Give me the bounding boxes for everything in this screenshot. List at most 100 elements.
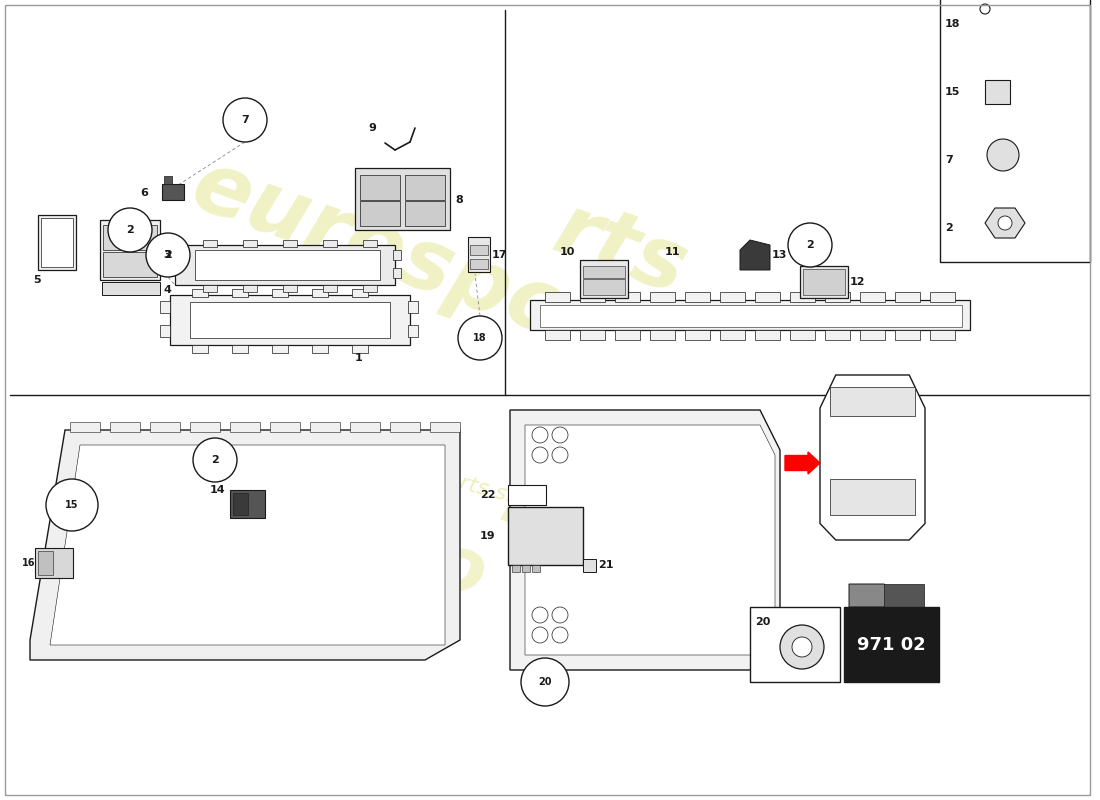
FancyBboxPatch shape (803, 269, 845, 295)
Text: 12: 12 (850, 277, 866, 287)
Circle shape (998, 216, 1012, 230)
FancyBboxPatch shape (844, 607, 939, 682)
FancyBboxPatch shape (790, 330, 815, 340)
FancyBboxPatch shape (720, 330, 745, 340)
FancyBboxPatch shape (310, 422, 340, 432)
Circle shape (108, 208, 152, 252)
FancyBboxPatch shape (272, 289, 288, 297)
FancyBboxPatch shape (544, 330, 570, 340)
FancyBboxPatch shape (230, 490, 265, 518)
Text: 20: 20 (755, 617, 770, 627)
FancyBboxPatch shape (350, 422, 380, 432)
FancyBboxPatch shape (825, 292, 850, 302)
FancyBboxPatch shape (35, 548, 73, 578)
FancyBboxPatch shape (272, 345, 288, 353)
FancyBboxPatch shape (233, 493, 248, 515)
FancyBboxPatch shape (190, 422, 220, 432)
Text: 10: 10 (560, 247, 575, 257)
FancyBboxPatch shape (243, 240, 257, 247)
FancyBboxPatch shape (720, 292, 745, 302)
FancyBboxPatch shape (160, 325, 170, 337)
FancyBboxPatch shape (352, 289, 368, 297)
FancyBboxPatch shape (685, 292, 710, 302)
FancyBboxPatch shape (544, 292, 570, 302)
FancyBboxPatch shape (103, 252, 157, 277)
FancyBboxPatch shape (895, 330, 920, 340)
Text: eurospo: eurospo (143, 426, 496, 614)
FancyBboxPatch shape (790, 292, 815, 302)
FancyBboxPatch shape (390, 422, 420, 432)
FancyBboxPatch shape (408, 325, 418, 337)
Text: 17: 17 (492, 250, 507, 260)
FancyBboxPatch shape (580, 260, 628, 298)
Text: 21: 21 (598, 560, 614, 570)
Polygon shape (740, 240, 770, 270)
Text: 7: 7 (945, 155, 953, 165)
FancyBboxPatch shape (508, 485, 546, 505)
FancyBboxPatch shape (895, 292, 920, 302)
Circle shape (223, 98, 267, 142)
FancyBboxPatch shape (800, 266, 848, 298)
FancyBboxPatch shape (232, 345, 248, 353)
Polygon shape (525, 425, 775, 655)
FancyBboxPatch shape (283, 240, 297, 247)
FancyBboxPatch shape (512, 565, 520, 572)
FancyBboxPatch shape (39, 551, 53, 575)
Circle shape (192, 438, 236, 482)
FancyBboxPatch shape (393, 268, 402, 278)
FancyBboxPatch shape (860, 330, 886, 340)
Text: 13: 13 (772, 250, 788, 260)
Circle shape (792, 637, 812, 657)
Text: rts: rts (542, 188, 697, 312)
Text: 3: 3 (163, 250, 170, 260)
FancyBboxPatch shape (360, 175, 400, 200)
FancyBboxPatch shape (408, 301, 418, 313)
Polygon shape (50, 445, 446, 645)
FancyBboxPatch shape (940, 0, 1090, 262)
Circle shape (780, 625, 824, 669)
FancyBboxPatch shape (583, 559, 596, 572)
Polygon shape (175, 245, 395, 285)
FancyBboxPatch shape (164, 176, 172, 184)
FancyBboxPatch shape (39, 215, 76, 270)
Text: 5: 5 (33, 275, 41, 285)
Text: 2: 2 (126, 225, 134, 235)
Polygon shape (170, 295, 410, 345)
FancyBboxPatch shape (312, 345, 328, 353)
FancyBboxPatch shape (830, 478, 915, 515)
Polygon shape (849, 584, 899, 607)
FancyBboxPatch shape (102, 282, 160, 295)
FancyBboxPatch shape (312, 289, 328, 297)
FancyBboxPatch shape (243, 285, 257, 292)
Polygon shape (510, 410, 780, 670)
Text: 14: 14 (210, 485, 225, 495)
Text: 18: 18 (473, 333, 487, 343)
Text: 2: 2 (211, 455, 219, 465)
Text: 2: 2 (164, 250, 172, 260)
Text: 16: 16 (22, 558, 35, 568)
FancyBboxPatch shape (984, 80, 1010, 104)
Text: eurospo: eurospo (182, 144, 579, 356)
FancyBboxPatch shape (192, 345, 208, 353)
FancyBboxPatch shape (195, 250, 380, 280)
FancyBboxPatch shape (192, 289, 208, 297)
FancyBboxPatch shape (405, 175, 446, 200)
Text: 20: 20 (538, 677, 552, 687)
Polygon shape (820, 375, 925, 540)
FancyBboxPatch shape (532, 565, 540, 572)
Circle shape (146, 233, 190, 277)
Text: 19: 19 (480, 531, 496, 541)
FancyBboxPatch shape (860, 292, 886, 302)
FancyBboxPatch shape (522, 565, 530, 572)
FancyBboxPatch shape (352, 345, 368, 353)
Text: 1: 1 (355, 353, 363, 363)
FancyBboxPatch shape (162, 184, 184, 200)
FancyBboxPatch shape (323, 240, 337, 247)
FancyBboxPatch shape (363, 240, 377, 247)
FancyBboxPatch shape (615, 292, 640, 302)
FancyBboxPatch shape (540, 305, 962, 327)
FancyBboxPatch shape (41, 218, 73, 267)
FancyBboxPatch shape (160, 301, 170, 313)
FancyBboxPatch shape (580, 330, 605, 340)
FancyBboxPatch shape (685, 330, 710, 340)
